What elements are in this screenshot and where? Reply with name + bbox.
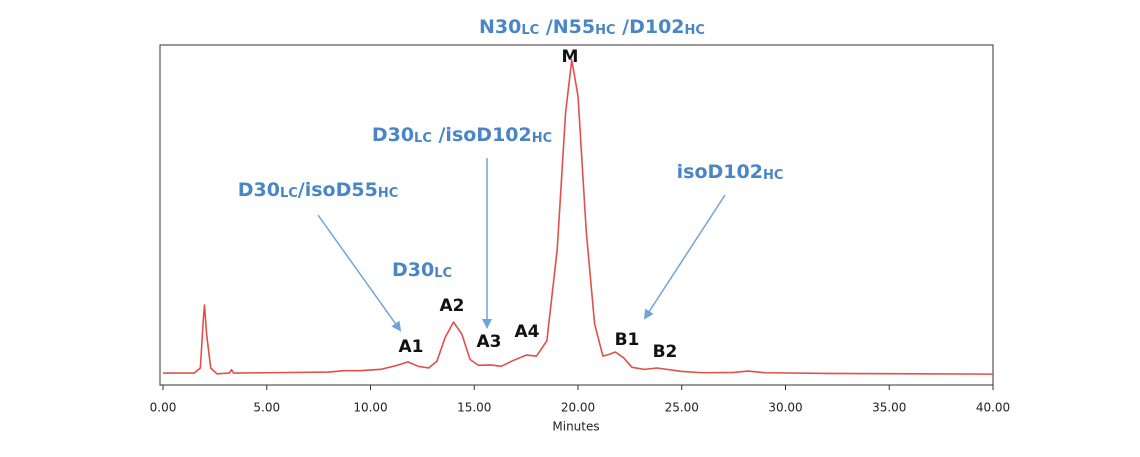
- annotation-text: D30: [372, 124, 414, 146]
- x-tick-label: 5.00: [253, 401, 280, 415]
- annotation-text: D30: [392, 259, 434, 281]
- peak-label: A3: [477, 332, 502, 352]
- annotation-text: D30: [238, 179, 280, 201]
- annotation-text: /N55: [539, 16, 595, 38]
- x-tick-label: 25.00: [665, 401, 699, 415]
- annotation: N30LC /N55HC /D102HC: [479, 16, 705, 39]
- annotation-text: /isoD55: [298, 179, 378, 201]
- x-tick-label: 30.00: [768, 401, 802, 415]
- annotation-subscript: HC: [685, 23, 705, 38]
- peak-label: M: [562, 47, 579, 67]
- annotation-subscript: LC: [434, 266, 452, 281]
- trace: [163, 59, 994, 375]
- annotation-text: isoD102: [677, 161, 763, 183]
- x-tick-label: 15.00: [457, 401, 491, 415]
- annotation: D30LC: [392, 259, 452, 282]
- x-axis-label: Minutes: [552, 420, 599, 434]
- x-tick-label: 20.00: [561, 401, 595, 415]
- annotation-subscript: HC: [378, 186, 398, 201]
- annotation: D30LC/isoD55HC: [238, 179, 399, 202]
- annotation-subscript: HC: [532, 131, 552, 146]
- annotation-subscript: LC: [280, 186, 298, 201]
- x-tick-label: 10.00: [353, 401, 387, 415]
- peak-label: A1: [399, 337, 424, 357]
- annotation: isoD102HC: [677, 161, 784, 184]
- peak-label: A2: [440, 296, 465, 316]
- x-tick-label: 0.00: [150, 401, 177, 415]
- peak-label: B2: [653, 342, 678, 362]
- annotation-text: N30: [479, 16, 521, 38]
- x-tick-label: 40.00: [976, 401, 1010, 415]
- peak-label: A4: [515, 322, 540, 342]
- annotation-text: /D102: [616, 16, 685, 38]
- annotation-subscript: LC: [521, 23, 539, 38]
- arrow: [317, 214, 402, 332]
- peak-label: B1: [615, 330, 640, 350]
- x-tick-label: 35.00: [872, 401, 906, 415]
- annotation-subscript: HC: [763, 168, 783, 183]
- plot-frame: [159, 44, 994, 386]
- annotation-text: /isoD102: [432, 124, 532, 146]
- annotation: D30LC /isoD102HC: [372, 124, 552, 147]
- arrow: [643, 194, 726, 320]
- annotation-subscript: LC: [414, 131, 432, 146]
- annotation-subscript: HC: [595, 23, 615, 38]
